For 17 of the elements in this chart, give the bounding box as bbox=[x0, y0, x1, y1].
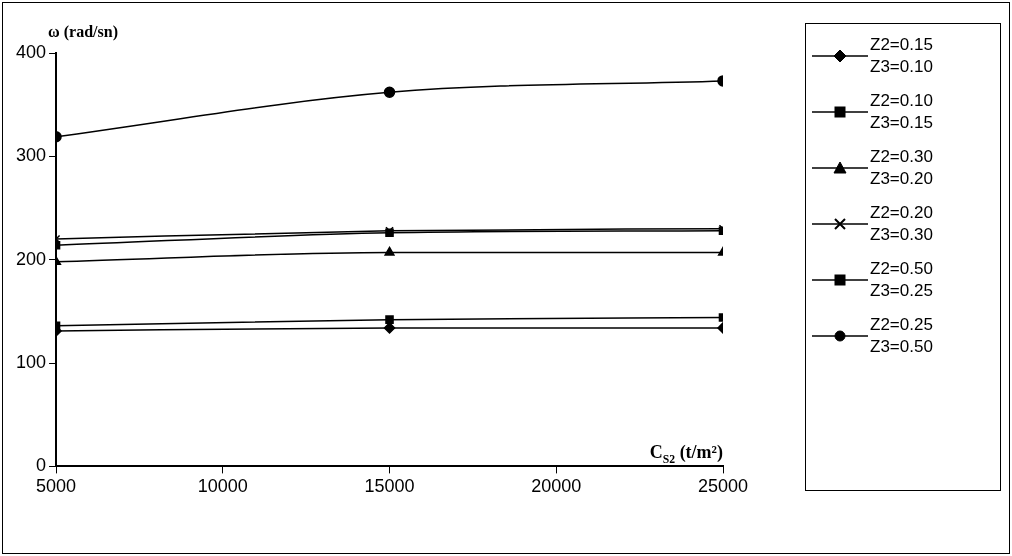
y-tick-label: 0 bbox=[36, 455, 47, 476]
x-tick-label: 15000 bbox=[364, 476, 415, 497]
y-tick-label: 400 bbox=[15, 41, 47, 62]
x-tick-label: 5000 bbox=[36, 476, 77, 497]
legend-label: Z2=0.15 Z3=0.10 bbox=[870, 34, 934, 78]
x-tick-label: 10000 bbox=[197, 476, 248, 497]
y-axis-title: ω (rad/sn) bbox=[48, 23, 118, 41]
x-tick-label: 25000 bbox=[697, 476, 749, 497]
y-tick-label: 100 bbox=[15, 352, 47, 373]
y-tick-label: 300 bbox=[15, 145, 47, 166]
legend-label: Z2=0.10 Z3=0.15 bbox=[870, 90, 934, 134]
legend-label: Z2=0.50 Z3=0.25 bbox=[870, 258, 934, 302]
legend-label: Z2=0.30 Z3=0.20 bbox=[870, 146, 934, 190]
y-tick-label: 200 bbox=[15, 248, 47, 269]
legend-label: Z2=0.25 Z3=0.50 bbox=[870, 314, 934, 358]
legend-label: Z2=0.20 Z3=0.30 bbox=[870, 202, 934, 246]
x-tick-label: 20000 bbox=[531, 476, 582, 497]
